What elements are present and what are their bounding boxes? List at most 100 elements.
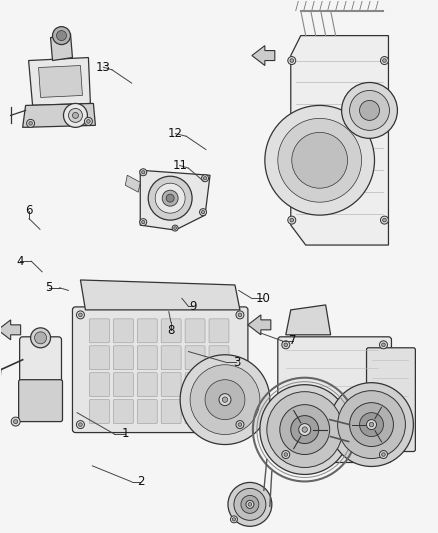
Circle shape bbox=[29, 122, 32, 125]
Circle shape bbox=[284, 343, 288, 346]
FancyBboxPatch shape bbox=[89, 400, 110, 424]
FancyBboxPatch shape bbox=[209, 346, 229, 370]
Text: 9: 9 bbox=[189, 300, 197, 313]
FancyBboxPatch shape bbox=[161, 319, 181, 343]
Circle shape bbox=[174, 227, 177, 229]
Circle shape bbox=[204, 176, 207, 180]
Circle shape bbox=[172, 225, 178, 231]
FancyBboxPatch shape bbox=[89, 373, 110, 397]
FancyBboxPatch shape bbox=[89, 319, 110, 343]
Circle shape bbox=[381, 216, 389, 224]
Polygon shape bbox=[252, 46, 275, 66]
Circle shape bbox=[338, 391, 406, 458]
Circle shape bbox=[246, 500, 254, 508]
Circle shape bbox=[77, 311, 85, 319]
Circle shape bbox=[280, 405, 330, 455]
Circle shape bbox=[248, 503, 252, 506]
Circle shape bbox=[367, 419, 377, 430]
Text: 12: 12 bbox=[168, 127, 183, 140]
Circle shape bbox=[180, 355, 270, 445]
Circle shape bbox=[238, 423, 242, 426]
Circle shape bbox=[79, 313, 82, 317]
Circle shape bbox=[360, 100, 379, 120]
Circle shape bbox=[68, 108, 82, 123]
Polygon shape bbox=[248, 315, 271, 335]
Circle shape bbox=[141, 221, 145, 224]
Text: 13: 13 bbox=[96, 61, 111, 74]
Circle shape bbox=[223, 397, 228, 402]
Circle shape bbox=[238, 313, 242, 317]
FancyBboxPatch shape bbox=[209, 400, 229, 424]
Circle shape bbox=[31, 328, 50, 348]
Circle shape bbox=[265, 106, 374, 215]
Text: 3: 3 bbox=[233, 356, 240, 369]
Circle shape bbox=[381, 56, 389, 64]
FancyBboxPatch shape bbox=[161, 346, 181, 370]
Circle shape bbox=[260, 385, 350, 474]
Text: 4: 4 bbox=[17, 255, 24, 268]
Circle shape bbox=[14, 419, 18, 424]
Circle shape bbox=[219, 394, 231, 406]
Circle shape bbox=[79, 423, 82, 426]
Circle shape bbox=[369, 422, 374, 427]
Circle shape bbox=[299, 424, 311, 435]
Circle shape bbox=[282, 341, 290, 349]
Text: 7: 7 bbox=[290, 334, 297, 348]
Circle shape bbox=[87, 119, 90, 123]
Circle shape bbox=[205, 379, 245, 419]
Polygon shape bbox=[291, 36, 389, 245]
Circle shape bbox=[140, 169, 147, 176]
Circle shape bbox=[236, 311, 244, 319]
Circle shape bbox=[292, 132, 348, 188]
Circle shape bbox=[278, 118, 361, 202]
Circle shape bbox=[140, 219, 147, 225]
Circle shape bbox=[201, 175, 208, 182]
Circle shape bbox=[381, 453, 385, 456]
Circle shape bbox=[162, 190, 178, 206]
Circle shape bbox=[381, 343, 385, 346]
Circle shape bbox=[57, 30, 67, 41]
Text: 6: 6 bbox=[25, 204, 33, 217]
Text: 11: 11 bbox=[172, 159, 187, 172]
Circle shape bbox=[233, 518, 236, 521]
FancyBboxPatch shape bbox=[113, 373, 133, 397]
Polygon shape bbox=[0, 320, 21, 340]
Circle shape bbox=[72, 112, 78, 118]
Circle shape bbox=[241, 495, 259, 513]
FancyBboxPatch shape bbox=[185, 319, 205, 343]
Circle shape bbox=[282, 450, 290, 458]
FancyBboxPatch shape bbox=[113, 346, 133, 370]
Circle shape bbox=[85, 117, 92, 125]
FancyBboxPatch shape bbox=[161, 373, 181, 397]
FancyBboxPatch shape bbox=[185, 373, 205, 397]
Circle shape bbox=[288, 56, 296, 64]
FancyBboxPatch shape bbox=[137, 319, 157, 343]
Circle shape bbox=[330, 383, 413, 466]
FancyBboxPatch shape bbox=[19, 379, 63, 422]
Circle shape bbox=[350, 91, 389, 131]
FancyBboxPatch shape bbox=[113, 400, 133, 424]
Circle shape bbox=[290, 219, 293, 222]
Polygon shape bbox=[81, 280, 240, 310]
Circle shape bbox=[77, 421, 85, 429]
Text: 2: 2 bbox=[137, 475, 144, 488]
Circle shape bbox=[350, 402, 393, 447]
FancyBboxPatch shape bbox=[185, 400, 205, 424]
FancyBboxPatch shape bbox=[137, 400, 157, 424]
Circle shape bbox=[64, 103, 88, 127]
Circle shape bbox=[291, 416, 319, 443]
Polygon shape bbox=[50, 34, 72, 61]
Text: 10: 10 bbox=[255, 292, 270, 305]
Circle shape bbox=[379, 341, 388, 349]
Circle shape bbox=[11, 417, 20, 426]
Circle shape bbox=[302, 427, 307, 432]
Polygon shape bbox=[39, 66, 82, 98]
FancyBboxPatch shape bbox=[72, 307, 248, 433]
Polygon shape bbox=[125, 175, 140, 192]
Circle shape bbox=[53, 27, 71, 45]
FancyBboxPatch shape bbox=[113, 319, 133, 343]
Circle shape bbox=[155, 183, 185, 213]
Circle shape bbox=[234, 488, 266, 520]
Circle shape bbox=[284, 453, 288, 456]
Circle shape bbox=[290, 59, 293, 62]
